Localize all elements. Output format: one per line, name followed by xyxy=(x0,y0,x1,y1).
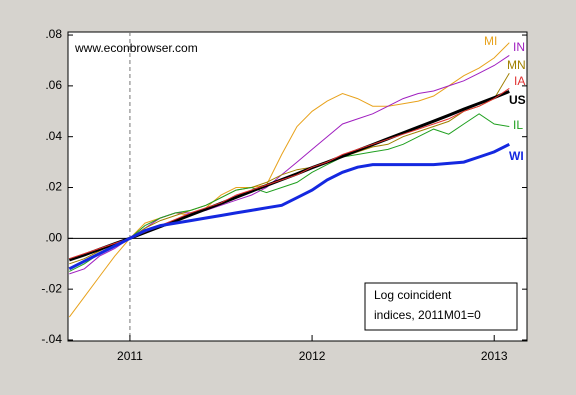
y-tick-label: .02 xyxy=(45,180,62,194)
y-tick-label: -.02 xyxy=(41,281,62,295)
y-tick-label: -.04 xyxy=(41,332,62,346)
legend-label: MN xyxy=(507,58,526,72)
source-text: www.econbrowser.com xyxy=(74,41,198,55)
legend-label: IL xyxy=(513,118,523,132)
annotation-box xyxy=(364,282,518,331)
annotation: indices, 2011M01=0 xyxy=(374,308,481,322)
legend-label: IA xyxy=(514,74,525,88)
x-tick-label: 2013 xyxy=(481,349,508,363)
legend-label: MI xyxy=(484,34,497,48)
series-line xyxy=(69,72,510,265)
legend-label: IN xyxy=(513,40,525,54)
y-tick-label: .00 xyxy=(45,231,62,245)
x-tick-label: 2012 xyxy=(299,349,326,363)
y-tick-label: .04 xyxy=(45,129,62,143)
x-tick-label: 2011 xyxy=(117,349,143,363)
y-tick-label: .08 xyxy=(45,27,62,41)
series-line xyxy=(68,142,510,271)
series-line xyxy=(69,113,510,272)
legend-label: WI xyxy=(509,149,524,163)
y-tick-label: .06 xyxy=(45,78,62,92)
series-line xyxy=(68,42,510,318)
annotation: Log coincident xyxy=(374,288,452,302)
legend-label: US xyxy=(509,93,526,107)
